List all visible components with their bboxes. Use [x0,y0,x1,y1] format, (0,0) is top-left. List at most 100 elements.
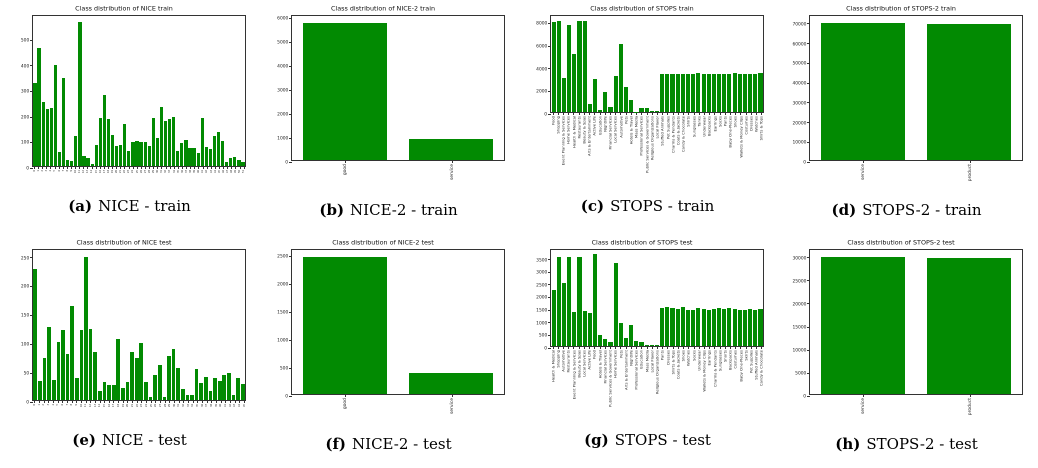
bars-container [292,250,504,394]
bar-slot [221,16,225,166]
x-tick-mark [201,401,203,403]
x-tick-slot: 38 [209,401,214,411]
plot-area: 0 500 1000 1500 2000 2500 3000 3500 [536,249,764,350]
x-tick-slot: Home Services [613,347,618,411]
x-tick-slot: 27 [158,401,163,411]
x-tick-slot: Nightlife [602,113,607,177]
plot-area: 0 5000 10000 15000 20000 25000 30000 [792,249,1023,398]
x-tick-mark [750,113,752,115]
bar [79,329,84,400]
x-tick-mark [662,113,663,115]
x-tick-mark [672,347,674,349]
bar-slot [119,16,123,166]
x-tick-label: 14 [98,404,102,408]
x-tick-label: 17 [112,404,115,408]
bar [608,341,613,346]
bar [47,327,51,400]
x-tick-mark [202,167,204,169]
bar [163,120,168,166]
x-tick-mark [698,113,700,115]
x-tick-label: Shirts & Tops [759,116,764,141]
x-tick-mark [583,113,585,115]
bar-slot [722,250,727,346]
x-tick-slot: Charms & Pendants [670,113,675,177]
bar [144,381,148,400]
bar [139,342,144,400]
x-tick-label: 0 [33,404,36,406]
x-tick-mark [234,401,236,403]
bar [758,309,763,346]
x-tick-slot: 11 [77,167,81,177]
y-tick-label: 20000 [792,301,806,307]
bar [598,109,603,112]
bar [654,344,660,346]
x-tick-slot: Education [597,113,602,177]
x-tick-slot: 4 [51,401,56,411]
chart-title: Class distribution of STOPS-2 train [846,5,956,13]
x-tick-mark [615,347,616,349]
x-tick-slot: 36 [200,401,205,411]
subfigure-caption: (c) STOPS - train [518,177,777,234]
x-tick-label: 13 [93,404,97,408]
x-tick-slot: 42 [205,167,209,177]
x-tick-slot: 48 [229,167,233,177]
bar-slot [93,250,98,400]
x-tick-mark [604,347,606,349]
x-tick-slot: 13 [93,401,98,411]
x-tick-mark [451,161,453,163]
y-tick-label: 15000 [792,324,806,330]
bar-slot [53,16,58,166]
y-tick-mark [30,343,33,345]
bar [587,313,592,346]
x-tick-slot: 44 [237,401,242,411]
y-tick-label: 5000 [794,370,806,376]
bar [222,375,227,400]
x-tick-slot: Hotels & Travel [628,113,633,177]
x-axis-labels: Food Shopping Event Planning & Services Hom… [550,113,764,177]
bar-slot [131,16,135,166]
x-tick-label: 20 [126,404,129,408]
y-tick-label: 0 [26,399,29,405]
bar [38,380,42,400]
x-tick-slot: 13 [85,167,89,177]
x-tick-label: 8 [70,404,74,406]
y-tick-mark [289,256,292,257]
x-tick-slot: Local Flavor [649,347,654,411]
bar [701,73,706,112]
x-tick-slot: 1 [36,167,40,177]
x-tick-mark [177,167,179,169]
x-tick-label: 30 [172,404,176,408]
x-tick-mark [730,113,731,115]
bar [227,373,231,400]
bar-slot [717,250,722,346]
y-tick-mark [548,22,551,24]
x-tick-mark [99,401,101,403]
bar-slot [675,250,680,346]
x-tick-mark [192,401,194,403]
bar [587,104,592,112]
x-tick-slot: 26 [153,401,158,411]
y-tick-mark [548,322,551,324]
bar-slot [644,250,649,346]
bar-slot [176,16,180,166]
bar [86,158,90,166]
x-tick-slot: 32 [164,167,168,177]
x-tick-mark [160,401,161,403]
y-tick-label: 50 [23,370,29,376]
x-tick-mark [206,167,208,169]
bar-slot [162,250,167,400]
bar-slot [167,250,172,400]
bar-slot [916,250,1022,394]
x-tick-label: product [967,164,973,182]
x-tick-slot: Earrings [712,113,717,177]
figure-panel-b: Class distribution of NICE-2 train 0 1000… [259,0,518,234]
bar-slot [561,16,566,112]
bar [143,142,147,166]
x-tick-label: service [449,164,455,181]
x-tick-slot: Sunglasses [717,347,722,411]
x-tick-slot: Food [592,347,597,411]
y-tick-label: 2000 [276,111,288,117]
bar [155,138,159,166]
x-tick-slot: Shirts & Tops [759,113,764,177]
